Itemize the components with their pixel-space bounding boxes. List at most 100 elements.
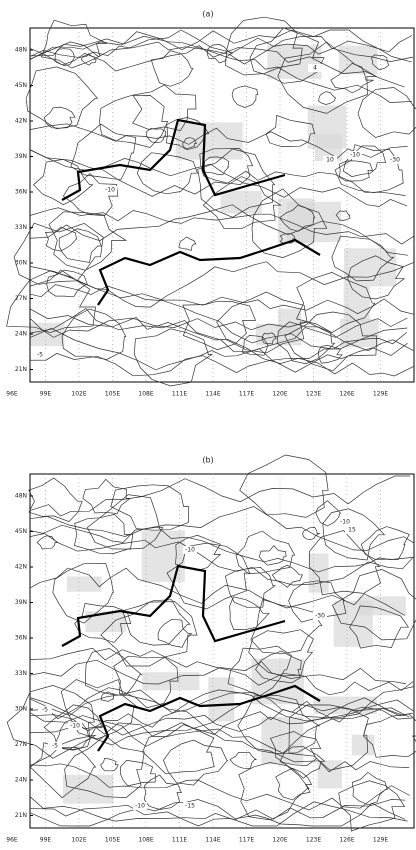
contour xyxy=(179,237,196,251)
shading xyxy=(142,531,185,582)
contour xyxy=(163,740,227,785)
contour xyxy=(316,501,341,526)
lon-label: 126E xyxy=(339,837,354,844)
contour-label: -5 xyxy=(37,352,43,359)
contour xyxy=(29,478,82,521)
lon-label: 123E xyxy=(306,837,321,844)
shading xyxy=(67,576,102,591)
contour xyxy=(30,476,410,516)
contour xyxy=(323,509,385,560)
shading xyxy=(318,760,342,788)
lon-label: 108E xyxy=(138,837,153,844)
lon-label: 117E xyxy=(239,837,254,844)
lat-label: 48N xyxy=(15,493,27,500)
contour xyxy=(26,67,97,129)
lon-label: 123E xyxy=(306,391,321,398)
contour xyxy=(101,758,119,770)
lon-label: 111E xyxy=(172,391,187,398)
lon-label: 105E xyxy=(105,391,120,398)
shading xyxy=(309,553,329,592)
lat-label: 36N xyxy=(15,189,27,196)
lat-label: 30N xyxy=(15,706,27,713)
contour xyxy=(83,479,131,513)
shading xyxy=(221,191,262,214)
shading xyxy=(256,324,302,346)
lon-label: 117E xyxy=(239,391,254,398)
contour xyxy=(30,205,408,256)
river xyxy=(98,240,320,305)
lon-label: 114E xyxy=(205,837,220,844)
contour xyxy=(230,752,256,768)
contour xyxy=(276,768,312,800)
lon-label: 105E xyxy=(105,837,120,844)
lon-label: 111E xyxy=(172,837,187,844)
lon-label: 99E xyxy=(40,837,52,844)
contour-label: 15 xyxy=(348,527,356,534)
shading xyxy=(63,775,114,804)
contour xyxy=(183,301,256,350)
contour-label: -10 xyxy=(340,519,350,526)
contour xyxy=(151,51,193,87)
river xyxy=(62,120,285,200)
contour-label: -10 xyxy=(185,547,195,554)
contour-label: -10 xyxy=(350,152,360,159)
contour xyxy=(352,772,387,804)
lat-label: 21N xyxy=(15,366,27,373)
contour xyxy=(46,227,77,251)
lat-label: 48N xyxy=(15,47,27,54)
contour-label: -15 xyxy=(185,803,195,810)
lon-label: 96E xyxy=(6,837,18,844)
contour xyxy=(232,86,258,108)
contour xyxy=(34,159,93,204)
lat-label: 42N xyxy=(15,118,27,125)
lon-label: 114E xyxy=(205,391,220,398)
lon-label: 99E xyxy=(40,391,52,398)
lat-label: 33N xyxy=(15,224,27,231)
panel-a: (a) 96E 99E 102E 105E 108E 111E 114E 117E 120E 123… xyxy=(6,10,416,398)
shading xyxy=(176,122,243,159)
lat-label: 39N xyxy=(15,599,27,606)
contour xyxy=(319,345,343,363)
contour xyxy=(335,145,403,193)
contour xyxy=(144,775,181,810)
contour-label: 4 xyxy=(313,65,317,72)
contour-label: -30 xyxy=(315,613,325,620)
lat-label: 24N xyxy=(15,331,27,338)
contour xyxy=(158,619,191,647)
shading xyxy=(340,319,379,347)
lat-label: 36N xyxy=(15,635,27,642)
contour xyxy=(55,49,75,66)
contour xyxy=(319,92,336,105)
panel-title: (b) xyxy=(202,456,213,465)
contour xyxy=(134,329,212,386)
contour-label: -10 xyxy=(70,723,80,730)
lat-label: 33N xyxy=(15,670,27,677)
figure: (a) 96E 99E 102E 105E 108E 111E 114E 117E 120E 123… xyxy=(0,0,416,850)
lon-label: 96E xyxy=(6,391,18,398)
lat-label: 27N xyxy=(15,295,27,302)
lat-label: 39N xyxy=(15,153,27,160)
contour xyxy=(147,129,166,143)
lon-label: 102E xyxy=(71,391,86,398)
contour xyxy=(37,536,58,549)
contour-label: -30 xyxy=(390,157,400,164)
lon-label: 129E xyxy=(373,391,388,398)
contour xyxy=(339,781,405,831)
panel-title: (a) xyxy=(202,10,213,19)
shading xyxy=(30,323,64,346)
lon-label: 102E xyxy=(71,837,86,844)
shading xyxy=(334,601,373,647)
contour xyxy=(259,546,286,566)
contour-label: -10 xyxy=(135,803,145,810)
contour-label: -10 xyxy=(105,187,115,194)
contour xyxy=(111,485,189,530)
contour xyxy=(339,161,372,181)
lat-label: 45N xyxy=(15,82,27,89)
lon-label: 108E xyxy=(138,391,153,398)
lon-label: 126E xyxy=(339,391,354,398)
contour xyxy=(266,115,315,146)
contour-label: -5 xyxy=(42,707,48,714)
lat-label: 45N xyxy=(15,528,27,535)
lon-label: 120E xyxy=(272,391,287,398)
contour-label: 10 xyxy=(326,157,334,164)
